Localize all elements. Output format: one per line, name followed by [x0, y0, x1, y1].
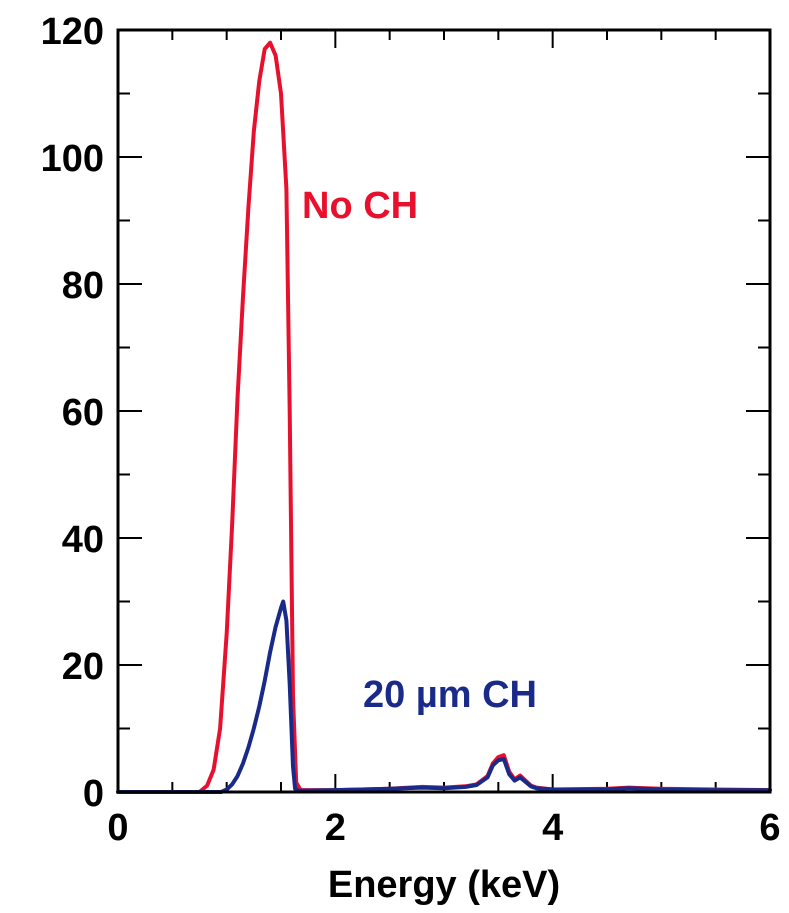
y-tick-label: 20: [62, 646, 104, 688]
annotation-20um-ch: 20 µm CH: [363, 674, 537, 716]
y-tick-label: 100: [41, 138, 104, 180]
y-tick-label: 60: [62, 392, 104, 434]
x-tick-label: 0: [107, 807, 128, 849]
plot-frame: [116, 28, 772, 794]
x-axis-label: Energy (keV): [328, 864, 560, 906]
x-tick-label: 2: [325, 807, 346, 849]
series-layer: [116, 40, 772, 794]
annotation-no-ch: No CH: [302, 185, 418, 227]
x-tick-label: 4: [542, 807, 563, 849]
y-tick-label: 40: [62, 519, 104, 561]
y-tick-label: 0: [83, 773, 104, 815]
series-line-20um-ch: [116, 599, 772, 794]
y-tick-label: 80: [62, 265, 104, 307]
y-tick-label: 120: [41, 11, 104, 53]
x-tick-label: 6: [759, 807, 780, 849]
